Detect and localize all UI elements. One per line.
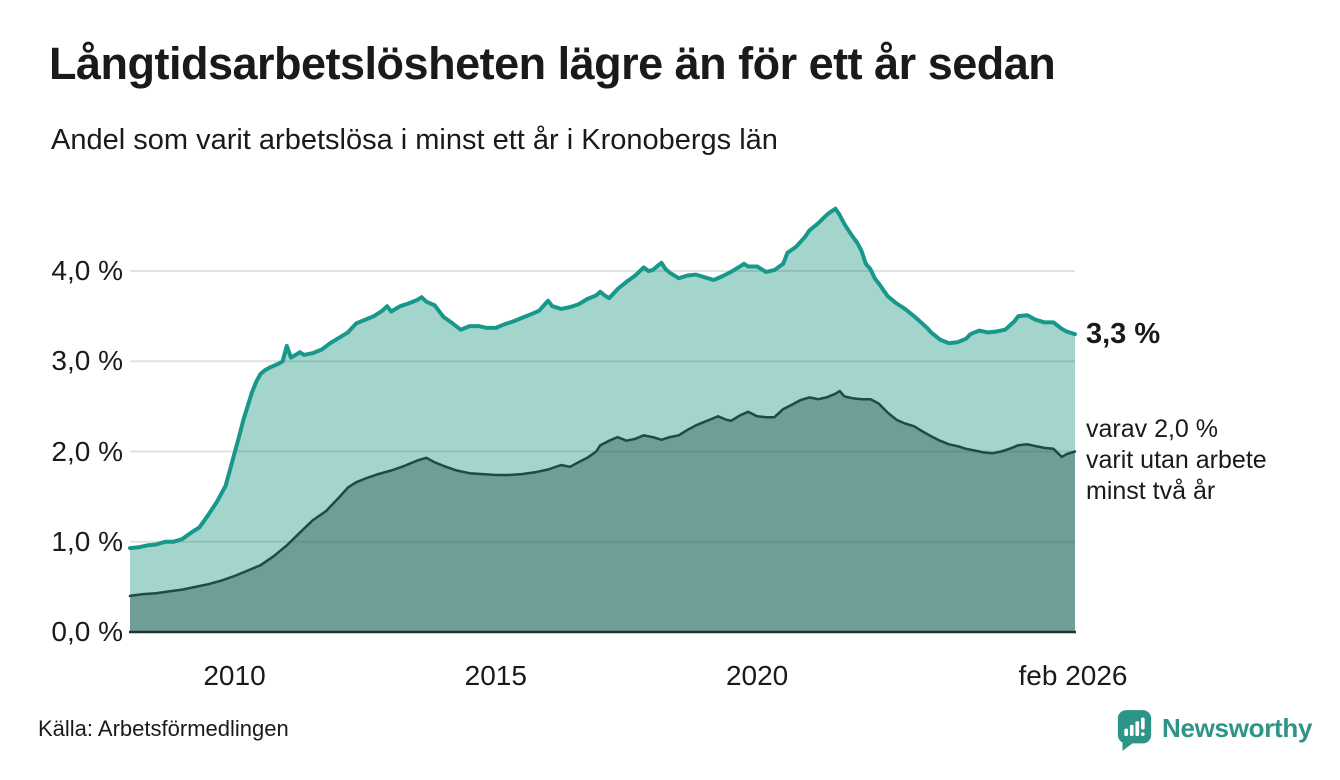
y-tick-label: 1,0 % — [51, 525, 123, 557]
source-credit: Källa: Arbetsförmedlingen — [38, 716, 289, 741]
latest-value-label: 3,3 % — [1086, 318, 1161, 350]
newsworthy-logo: Newsworthy — [1116, 708, 1312, 752]
y-tick-label: 2,0 % — [51, 435, 123, 467]
secondary-value-line3: minst två år — [1086, 477, 1216, 505]
x-tick-label: 2015 — [464, 660, 527, 691]
x-tick-label: feb 2026 — [1018, 660, 1128, 691]
newsworthy-wordmark: Newsworthy — [1162, 713, 1313, 743]
secondary-value-line2: varit utan arbete — [1086, 446, 1267, 474]
secondary-value-line1: varav 2,0 % — [1086, 415, 1219, 443]
newsworthy-icon — [1117, 710, 1152, 751]
x-tick-label: 2010 — [203, 660, 266, 691]
page-title: Långtidsarbetslösheten lägre än för ett … — [49, 38, 1056, 89]
secondary-value-label: varav 2,0 % varit utan arbete minst två … — [1086, 414, 1267, 507]
x-tick-label: 2020 — [725, 660, 789, 691]
page-subtitle: Andel som varit arbetslösa i minst ett å… — [51, 124, 778, 156]
y-tick-label: 3,0 % — [51, 345, 123, 377]
y-tick-label: 0,0 % — [51, 616, 123, 647]
y-tick-label: 4,0 % — [51, 255, 123, 286]
